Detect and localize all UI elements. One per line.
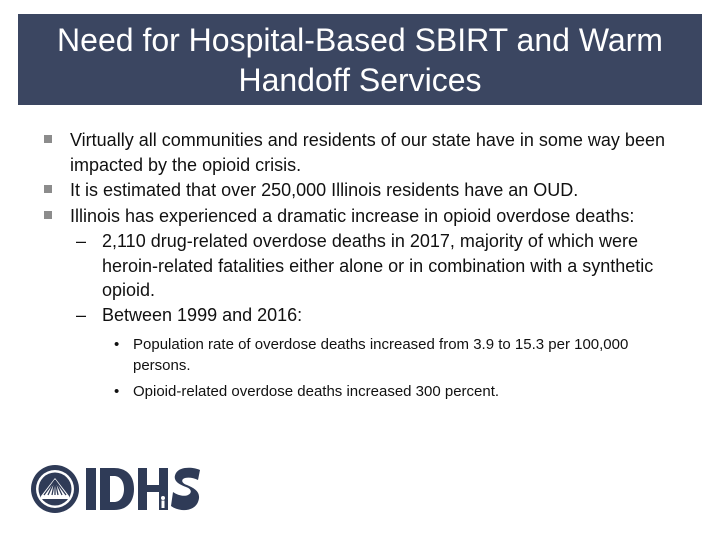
family-figures-icon (150, 493, 165, 508)
sub-bullet-item: – Between 1999 and 2016: (0, 303, 720, 328)
sub-bullet-text: Between 1999 and 2016: (102, 304, 303, 325)
sub-sub-bullet-text: Opioid-related overdose deaths increased… (133, 383, 500, 400)
square-bullet-icon (44, 185, 52, 193)
bullet-item: Illinois has experienced a dramatic incr… (0, 204, 720, 229)
dot-bullet-icon: • (114, 383, 120, 400)
dot-bullet-icon: • (114, 336, 120, 353)
bullet-text: Virtually all communities and residents … (70, 130, 665, 175)
slide-title: Need for Hospital-Based SBIRT and Warm H… (57, 21, 663, 98)
dash-bullet-icon: – (76, 304, 87, 325)
sub-sub-bullet-item: • Opioid-related overdose deaths increas… (0, 382, 720, 403)
square-bullet-icon (44, 210, 52, 219)
idhs-logo (30, 462, 200, 516)
dash-bullet-icon: – (76, 231, 87, 251)
sub-bullet-item: – 2,110 drug-related overdose deaths in … (0, 229, 720, 303)
idhs-wordmark (86, 467, 200, 511)
sub-sub-bullet-item: • Population rate of overdose deaths inc… (0, 335, 720, 376)
title-bar: Need for Hospital-Based SBIRT and Warm H… (18, 14, 702, 105)
sub-sub-bullet-text: Population rate of overdose deaths incre… (133, 336, 629, 374)
square-bullet-icon (44, 135, 52, 143)
sub-bullet-text: 2,110 drug-related overdose deaths in 20… (102, 231, 654, 300)
state-seal-icon (31, 465, 79, 513)
bullet-item: It is estimated that over 250,000 Illino… (0, 178, 720, 203)
slide-content: Virtually all communities and residents … (0, 128, 720, 403)
bullet-text: It is estimated that over 250,000 Illino… (70, 180, 579, 200)
bullet-item: Virtually all communities and residents … (0, 128, 720, 177)
bullet-text: Illinois has experienced a dramatic incr… (70, 205, 635, 226)
